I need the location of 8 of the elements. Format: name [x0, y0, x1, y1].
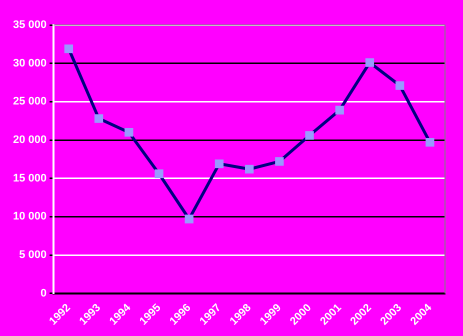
y-tick-label: 25 000	[12, 96, 47, 108]
y-tick-label: 15 000	[12, 172, 47, 184]
y-tick-label: 30 000	[12, 57, 47, 70]
y-tick-label: 0	[40, 287, 47, 300]
y-tick-label: 10 000	[12, 210, 47, 223]
y-tick-label: 5 000	[19, 249, 47, 262]
y-tick-label: 35 000	[12, 19, 47, 32]
y-tick-label: 20 000	[12, 134, 47, 146]
